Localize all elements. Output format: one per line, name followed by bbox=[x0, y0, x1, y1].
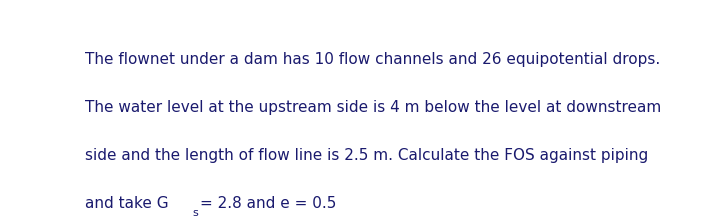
Text: = 2.8 and e = 0.5: = 2.8 and e = 0.5 bbox=[200, 196, 336, 211]
Text: and take G: and take G bbox=[85, 196, 168, 211]
Text: side and the length of flow line is 2.5 m. Calculate the FOS against piping: side and the length of flow line is 2.5 … bbox=[85, 148, 648, 163]
Text: The water level at the upstream side is 4 m below the level at downstream: The water level at the upstream side is … bbox=[85, 100, 661, 115]
Text: s: s bbox=[193, 208, 198, 218]
Text: The flownet under a dam has 10 flow channels and 26 equipotential drops.: The flownet under a dam has 10 flow chan… bbox=[85, 52, 660, 67]
